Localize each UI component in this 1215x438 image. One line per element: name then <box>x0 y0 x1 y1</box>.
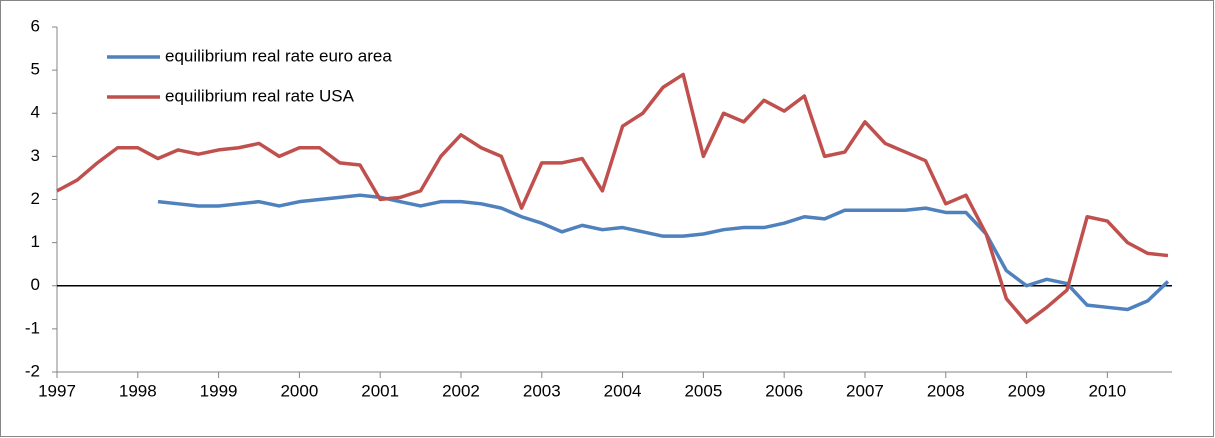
x-tick-label: 2003 <box>523 381 561 400</box>
x-tick-label: 2001 <box>361 381 399 400</box>
x-tick-label: 1997 <box>38 381 76 400</box>
legend-label: equilibrium real rate euro area <box>165 46 392 65</box>
x-tick-label: 2008 <box>927 381 965 400</box>
y-tick-label: 3 <box>31 146 40 165</box>
y-tick-label: 5 <box>31 60 40 79</box>
y-tick-label: 1 <box>31 232 40 251</box>
y-tick-label: 0 <box>31 275 40 294</box>
y-tick-label: 6 <box>31 16 40 35</box>
x-tick-label: 2010 <box>1088 381 1126 400</box>
x-tick-label: 2009 <box>1008 381 1046 400</box>
x-tick-label: 2007 <box>846 381 884 400</box>
x-tick-label: 2006 <box>765 381 803 400</box>
y-tick-label: 4 <box>31 103 40 122</box>
x-tick-label: 2000 <box>280 381 318 400</box>
x-tick-label: 2004 <box>604 381 642 400</box>
x-tick-label: 2005 <box>684 381 722 400</box>
x-tick-label: 1998 <box>119 381 157 400</box>
y-tick-label: 2 <box>31 189 40 208</box>
series-line <box>157 193 1170 312</box>
x-tick-label: 2002 <box>442 381 480 400</box>
legend-label: equilibrium real rate USA <box>165 86 355 105</box>
series-line <box>56 72 1169 325</box>
y-tick-label: -2 <box>25 361 40 380</box>
x-tick-label: 1999 <box>200 381 238 400</box>
y-tick-label: -1 <box>25 318 40 337</box>
